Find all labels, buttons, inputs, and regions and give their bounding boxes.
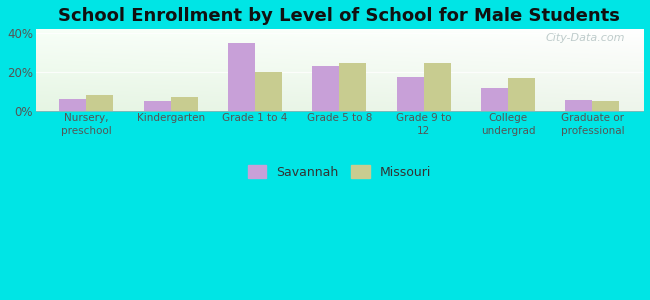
Bar <box>508 78 535 111</box>
Bar <box>228 43 255 111</box>
Bar <box>566 100 592 111</box>
Bar <box>396 77 424 111</box>
Bar <box>59 99 86 111</box>
Bar <box>481 88 508 111</box>
Bar <box>592 101 619 111</box>
Bar <box>171 97 198 111</box>
Legend: Savannah, Missouri: Savannah, Missouri <box>241 159 437 185</box>
Bar <box>255 72 282 111</box>
Title: School Enrollment by Level of School for Male Students: School Enrollment by Level of School for… <box>58 7 620 25</box>
Bar <box>424 63 450 111</box>
Bar <box>144 101 171 111</box>
Bar <box>339 63 367 111</box>
Bar <box>86 95 113 111</box>
Text: City-Data.com: City-Data.com <box>545 32 625 43</box>
Bar <box>313 66 339 111</box>
